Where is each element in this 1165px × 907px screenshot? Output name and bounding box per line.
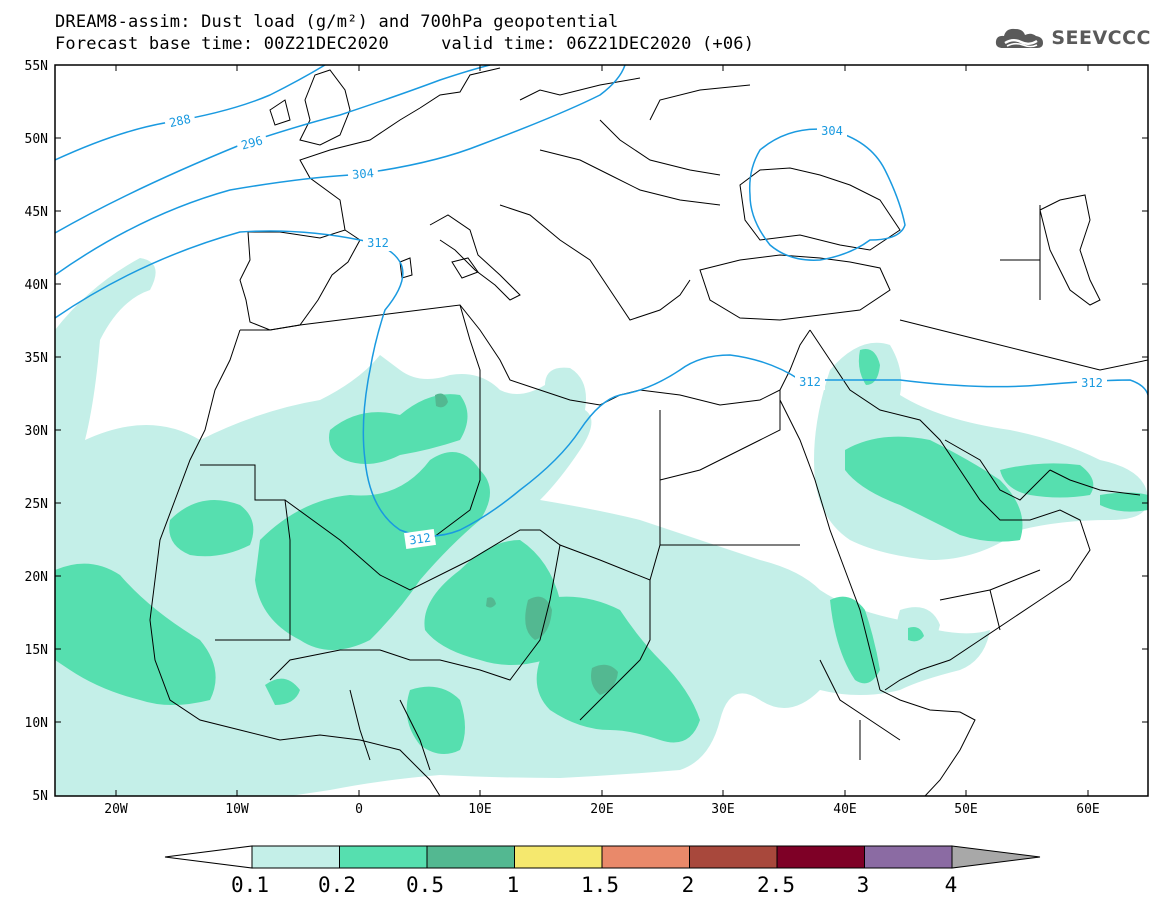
contour-label-312-west: 312 xyxy=(367,236,389,250)
contour-label-304: 304 xyxy=(352,166,375,182)
contour-label-288: 288 xyxy=(168,112,192,130)
lon-label: 10W xyxy=(225,802,249,817)
colorbar-right-arrow xyxy=(951,845,1041,869)
colorbar-label: 3 xyxy=(857,873,870,897)
colorbar-label: 1.5 xyxy=(581,873,619,897)
seevccc-logo: SEEVCCC xyxy=(993,24,1151,52)
contour-label-304-blacksea: 304 xyxy=(821,124,843,138)
lon-label: 0 xyxy=(355,802,363,817)
logo-text: SEEVCCC xyxy=(1051,27,1151,49)
colorbar-label: 2 xyxy=(682,873,695,897)
lon-label: 30E xyxy=(711,802,734,817)
lat-label: 55N xyxy=(25,59,48,74)
colorbar-label: 4 xyxy=(945,873,958,897)
lat-label: 30N xyxy=(25,424,48,439)
forecast-time-info: Forecast base time: 00Z21DEC2020 valid t… xyxy=(55,34,755,54)
colorbar-segment xyxy=(601,845,690,869)
colorbar-label: 0.2 xyxy=(318,873,356,897)
map-title: DREAM8-assim: Dust load (g/m²) and 700hP… xyxy=(55,12,619,32)
lat-label: 5N xyxy=(32,789,48,804)
lon-label: 50E xyxy=(954,802,977,817)
lon-label: 20E xyxy=(590,802,613,817)
colorbar-label: 0.5 xyxy=(406,873,444,897)
lat-label: 50N xyxy=(25,132,48,147)
lat-label: 15N xyxy=(25,643,48,658)
lat-label: 45N xyxy=(25,205,48,220)
contour-label-312-africa: 312 xyxy=(408,531,431,548)
colorbar-segment xyxy=(339,845,428,869)
lon-label: 10E xyxy=(468,802,491,817)
colorbar-segment xyxy=(776,845,865,869)
contour-label-312-east: 312 xyxy=(1081,376,1103,390)
contour-labels: 288 296 304 312 312 312 304 312 xyxy=(163,110,1107,550)
colorbar-segment xyxy=(864,845,953,869)
colorbar-label: 0.1 xyxy=(231,873,269,897)
lon-label: 60E xyxy=(1076,802,1099,817)
colorbar-label: 1 xyxy=(507,873,520,897)
lat-label: 40N xyxy=(25,278,48,293)
colorbar-left-arrow xyxy=(164,845,253,869)
colorbar-segment xyxy=(514,845,603,869)
cloud-logo-icon xyxy=(996,28,1044,48)
lat-label: 35N xyxy=(25,351,48,366)
contour-label-296: 296 xyxy=(240,133,265,152)
lon-label: 20W xyxy=(104,802,128,817)
lat-label: 25N xyxy=(25,497,48,512)
colorbar-segment xyxy=(426,845,515,869)
dust-field xyxy=(55,258,1148,796)
lon-label: 40E xyxy=(833,802,856,817)
contour-label-312-mideast: 312 xyxy=(799,375,821,389)
lat-label: 10N xyxy=(25,716,48,731)
colorbar-legend: 0.1 0.2 0.5 1 1.5 2 2.5 3 4 xyxy=(164,845,1041,897)
colorbar-segment xyxy=(689,845,778,869)
colorbar-segment xyxy=(251,845,340,869)
lat-label: 20N xyxy=(25,570,48,585)
colorbar-label: 2.5 xyxy=(757,873,795,897)
latitude-axis: 55N 50N 45N 40N 35N 30N 25N 20N 15N 10N … xyxy=(25,59,1148,804)
longitude-axis: 20W 10W 0 10E 20E 30E 40E 50E 60E xyxy=(104,65,1100,817)
